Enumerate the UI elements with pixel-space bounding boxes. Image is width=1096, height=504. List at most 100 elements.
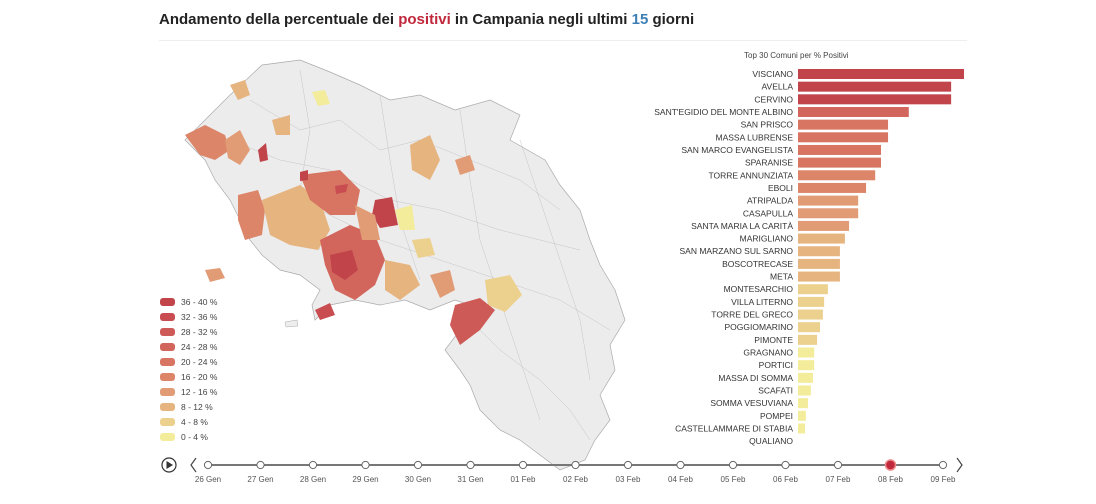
bar[interactable] <box>798 119 889 130</box>
legend-swatch <box>160 417 175 426</box>
bar[interactable] <box>798 322 820 333</box>
bar-label: META <box>770 272 793 282</box>
bar[interactable] <box>798 132 889 143</box>
chevron-right-icon[interactable] <box>956 457 963 473</box>
bar[interactable] <box>798 385 811 396</box>
timeline-point[interactable] <box>623 460 633 470</box>
legend-item: 0 - 4 % <box>160 429 217 444</box>
bar-label: GRAGNANO <box>743 348 793 358</box>
bar-label: TORRE DEL GRECO <box>711 310 793 320</box>
timeline-point[interactable] <box>256 460 265 470</box>
legend-swatch <box>160 342 175 351</box>
bar[interactable] <box>798 347 815 358</box>
bar[interactable] <box>798 144 881 155</box>
play-icon <box>166 461 173 469</box>
bar-label: ATRIPALDA <box>747 196 793 206</box>
timeline-point[interactable] <box>203 460 213 470</box>
bar[interactable] <box>798 233 845 244</box>
bar-label: TORRE ANNUNZIATA <box>708 170 793 180</box>
legend-label: 16 - 20 % <box>181 371 218 382</box>
bar-label: CASTELLAMMARE DI STABIA <box>675 423 793 433</box>
timeline-point[interactable] <box>413 460 423 470</box>
bar-label: POGGIOMARINO <box>725 322 794 332</box>
bar[interactable] <box>798 69 964 79</box>
timeline-point[interactable] <box>676 460 685 470</box>
legend-item: 12 - 16 % <box>160 384 217 399</box>
timeline-point[interactable] <box>728 460 738 470</box>
timeline-date-label: 01 Feb <box>511 475 536 484</box>
chevron-left-icon[interactable] <box>190 457 197 473</box>
timeline-point[interactable] <box>308 460 318 470</box>
bar[interactable] <box>798 157 881 168</box>
bar[interactable] <box>798 94 952 105</box>
legend-item: 8 - 12 % <box>160 399 217 414</box>
legend-item: 28 - 32 % <box>160 324 217 339</box>
bar-label: CASAPULLA <box>743 208 793 218</box>
bar[interactable] <box>798 182 867 193</box>
timeline-point[interactable] <box>781 460 790 470</box>
timeline-point[interactable] <box>571 460 580 470</box>
bar[interactable] <box>798 398 808 409</box>
bar[interactable] <box>798 106 909 117</box>
legend-label: 36 - 40 % <box>181 296 218 307</box>
legend-swatch <box>160 357 175 366</box>
legend-item: 24 - 28 % <box>160 339 217 354</box>
timeline-date-label: 30 Gen <box>405 475 431 484</box>
bar-label: QUALIANO <box>749 436 793 446</box>
bar[interactable] <box>798 195 859 206</box>
legend-swatch <box>160 402 175 411</box>
timeline-date-label: 02 Feb <box>563 475 588 484</box>
bar-label: POMPEI <box>760 411 793 421</box>
bar[interactable] <box>798 271 840 282</box>
bar-label: AVELLA <box>761 82 793 92</box>
bar[interactable] <box>798 296 825 307</box>
bar[interactable] <box>798 246 840 257</box>
legend-swatch <box>160 387 175 396</box>
timeline-point[interactable] <box>833 460 843 470</box>
timeline-point[interactable] <box>361 460 370 470</box>
bar[interactable] <box>798 360 815 371</box>
legend-item: 36 - 40 % <box>160 294 217 309</box>
timeline-date-label: 31 Gen <box>457 475 483 484</box>
colored-municipalities <box>185 80 522 345</box>
bar[interactable] <box>798 170 876 181</box>
legend-swatch <box>160 327 175 336</box>
title-highlight: positivi <box>398 11 451 28</box>
bar[interactable] <box>798 410 806 421</box>
bar[interactable] <box>798 334 818 345</box>
timeline-point[interactable] <box>466 460 475 470</box>
bar-label: MASSA LUBRENSE <box>716 132 794 142</box>
legend-label: 28 - 32 % <box>181 326 218 337</box>
legend-item: 4 - 8 % <box>160 414 217 429</box>
timeline-point-selected[interactable] <box>884 459 897 471</box>
bar-label: SPARANISE <box>745 158 793 168</box>
bar-label: VISCIANO <box>752 69 793 79</box>
chart-title: Top 30 Comuni per % Positivi <box>744 51 849 60</box>
legend-item: 20 - 24 % <box>160 354 217 369</box>
bar-label: SANTA MARIA LA CARITÀ <box>691 221 793 231</box>
legend-label: 4 - 8 % <box>181 416 208 427</box>
timeline-point[interactable] <box>518 460 528 470</box>
bar[interactable] <box>798 309 823 320</box>
play-button[interactable] <box>161 457 177 473</box>
bar[interactable] <box>798 284 828 295</box>
bar[interactable] <box>798 372 813 383</box>
bar[interactable] <box>798 423 806 434</box>
legend-swatch <box>160 297 175 306</box>
bar-label: SANT'EGIDIO DEL MONTE ALBINO <box>654 107 793 117</box>
bar[interactable] <box>798 81 952 92</box>
timeline-point[interactable] <box>938 460 948 470</box>
bar-label: BOSCOTRECASE <box>722 259 793 269</box>
bar-label: PORTICI <box>759 360 793 370</box>
map-legend: 36 - 40 % 32 - 36 % 28 - 32 % 24 - 28 % 20 -… <box>160 294 217 444</box>
bar[interactable] <box>798 258 840 269</box>
timeline-date-label: 07 Feb <box>826 475 851 484</box>
title-prefix: Andamento della percentuale dei <box>159 11 399 28</box>
timeline-date-label: 09 Feb <box>931 475 956 484</box>
bar[interactable] <box>798 208 859 219</box>
bar[interactable] <box>798 220 850 231</box>
